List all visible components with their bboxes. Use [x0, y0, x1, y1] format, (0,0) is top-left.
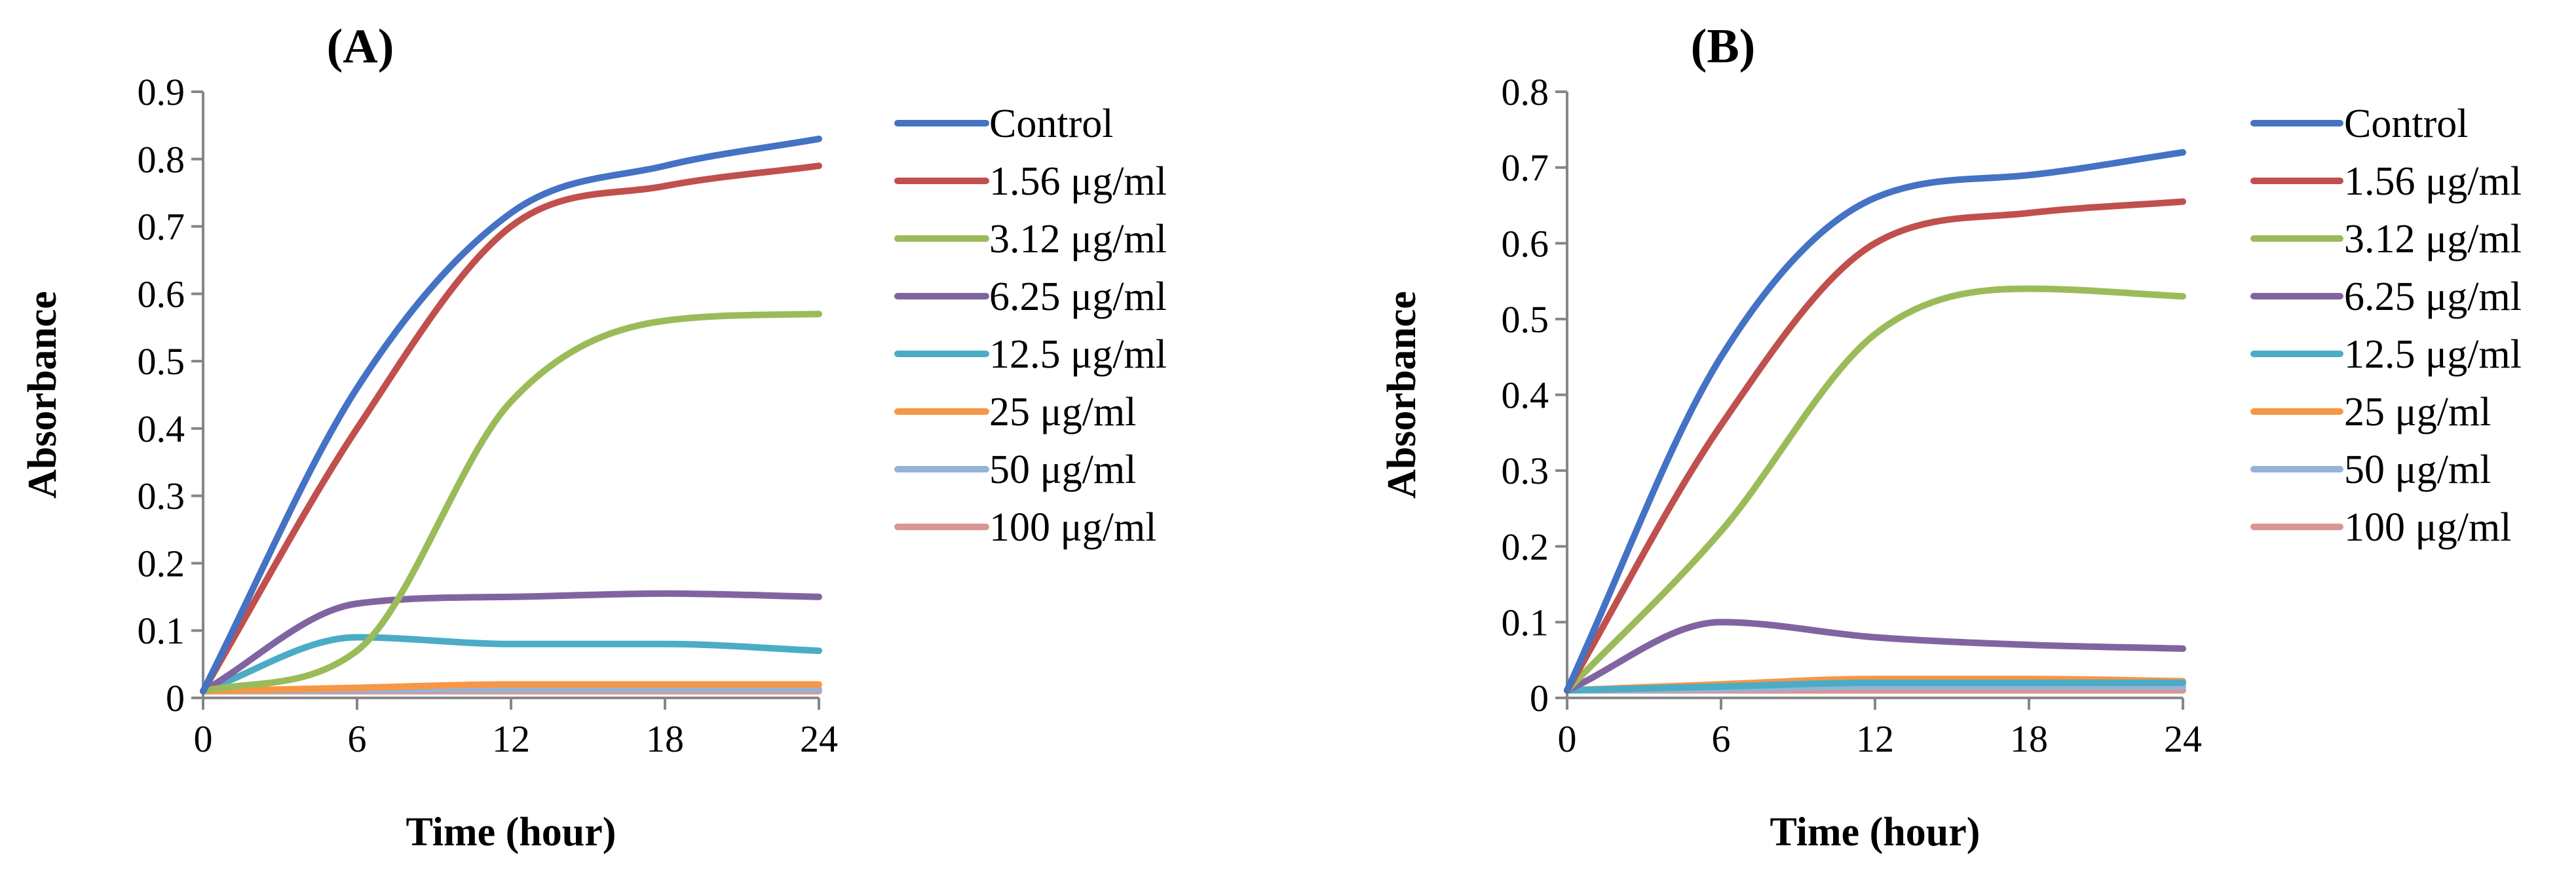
- x-tick-label: 18: [2010, 718, 2048, 760]
- y-tick-label: 0.5: [138, 340, 185, 383]
- series-lines: [200, 135, 822, 695]
- legend-label: 50 μg/ml: [2344, 448, 2491, 492]
- x-tick-label: 24: [2164, 718, 2202, 760]
- y-tick-label: 0.3: [1502, 450, 1549, 492]
- x-tick-label: 18: [646, 718, 684, 760]
- legend-label: 1.56 μg/ml: [989, 159, 1167, 204]
- legend-label: 1.56 μg/ml: [2344, 159, 2522, 204]
- legend-label: Control: [2344, 102, 2468, 146]
- legend-label: 6.25 μg/ml: [2344, 275, 2522, 319]
- y-tick-label: 0.2: [138, 542, 185, 585]
- legend-label: 12.5 μg/ml: [2344, 332, 2522, 377]
- y-tick-label: 0.4: [138, 408, 185, 450]
- y-tick-label: 0: [166, 677, 185, 720]
- series-line-control: [200, 135, 822, 695]
- x-axis-title: Time (hour): [406, 810, 616, 855]
- y-tick-label: 0.1: [138, 609, 185, 652]
- legend-label: Control: [989, 102, 1113, 146]
- series-lines: [1564, 149, 2186, 694]
- x-tick-label: 12: [492, 718, 530, 760]
- y-tick-label: 0.8: [138, 138, 185, 181]
- legend-label: 12.5 μg/ml: [989, 332, 1167, 377]
- legend-label: 100 μg/ml: [2344, 505, 2511, 550]
- legend-label: 100 μg/ml: [989, 505, 1156, 550]
- x-tick-label: 6: [348, 718, 367, 760]
- y-tick-label: 0.3: [138, 475, 185, 518]
- y-tick-label: 0.6: [1502, 222, 1549, 265]
- series-line-1.56-g-ml: [200, 163, 822, 695]
- panel-label: (B): [1691, 20, 1756, 73]
- legend-label: 50 μg/ml: [989, 448, 1136, 492]
- series-line-3.12-g-ml: [1564, 285, 2186, 694]
- x-axis-title: Time (hour): [1770, 810, 1980, 855]
- y-axis-title: Absorbance: [20, 291, 65, 499]
- y-axis-title: Absorbance: [1380, 291, 1424, 499]
- x-tick-label: 24: [800, 718, 838, 760]
- x-tick-label: 12: [1856, 718, 1894, 760]
- series-line-25-g-ml: [200, 681, 822, 695]
- y-tick-label: 0.6: [138, 273, 185, 315]
- series-line-3.12-g-ml: [200, 311, 822, 695]
- y-tick-label: 0: [1530, 677, 1549, 720]
- chart-panel-b: (B) 0 0.1 0.2 0.3 0.4 0.5 0.6 0.7 0.8 0 6 12 18 24 Time…: [1380, 20, 2522, 855]
- x-tick-label: 0: [1558, 718, 1577, 760]
- legend-label: 3.12 μg/ml: [989, 217, 1167, 261]
- legend-label: 3.12 μg/ml: [2344, 217, 2522, 261]
- series-line-1.56-g-ml: [1564, 198, 2186, 694]
- y-tick-label: 0.7: [1502, 147, 1549, 189]
- legend: Control 1.56 μg/ml 3.12 μg/ml 6.25 μg/ml 12.…: [894, 102, 1167, 550]
- series-line-12.5-g-ml: [1564, 679, 2186, 694]
- legend-label: 25 μg/ml: [2344, 390, 2491, 434]
- series-line-6.25-g-ml: [200, 590, 822, 695]
- chart-panel-a: (A) 0 0.1 0.2 0.3 0.4 0.5 0.6 0.7 0.8 0.9 0 6 12 18 24 T…: [20, 20, 1167, 855]
- y-tick-label: 0.1: [1502, 601, 1549, 644]
- series-line-12.5-g-ml: [200, 634, 822, 695]
- series-line-control: [1564, 149, 2186, 694]
- legend-label: 6.25 μg/ml: [989, 275, 1167, 319]
- y-tick-label: 0.8: [1502, 71, 1549, 113]
- y-tick-label: 0.7: [138, 206, 185, 248]
- x-tick-label: 0: [194, 718, 213, 760]
- series-line-6.25-g-ml: [1564, 619, 2186, 694]
- y-tick-label: 0.2: [1502, 526, 1549, 568]
- legend-label: 25 μg/ml: [989, 390, 1136, 434]
- y-tick-label: 0.5: [1502, 298, 1549, 341]
- legend: Control 1.56 μg/ml 3.12 μg/ml 6.25 μg/ml 12.…: [2250, 102, 2522, 550]
- y-tick-label: 0.9: [138, 71, 185, 113]
- panel-label: (A): [327, 20, 394, 73]
- x-tick-label: 6: [1712, 718, 1731, 760]
- y-tick-label: 0.4: [1502, 374, 1549, 417]
